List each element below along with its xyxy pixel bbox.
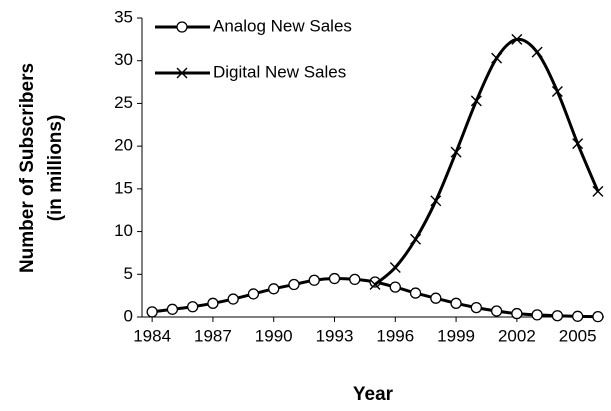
point: [146, 306, 158, 318]
point: [450, 146, 462, 158]
point: [511, 307, 523, 320]
point: [166, 303, 179, 315]
y-tick-label: 15: [114, 178, 133, 197]
x-tick-label: 1984: [133, 326, 171, 345]
point: [430, 195, 442, 207]
y-axis-label: (in millions): [45, 115, 66, 222]
x-tick-label: 1999: [437, 326, 475, 345]
point: [349, 273, 361, 286]
point: [288, 278, 300, 291]
legend-marker: [176, 21, 188, 33]
point: [369, 279, 381, 291]
point: [389, 261, 401, 273]
x-tick-label: 2005: [559, 326, 597, 345]
point: [551, 310, 564, 322]
x-tick-label: 1987: [194, 326, 232, 345]
point: [491, 52, 503, 64]
x-tick-label: 1996: [376, 326, 414, 345]
x-tick-label: 2002: [498, 326, 536, 345]
point: [328, 272, 341, 285]
point: [247, 288, 260, 300]
y-tick-label: 20: [114, 136, 133, 155]
x-tick-label: 1993: [316, 326, 354, 345]
point: [490, 305, 503, 317]
point: [389, 281, 401, 293]
point: [511, 33, 523, 45]
point: [227, 293, 239, 305]
y-tick-label: 35: [114, 7, 133, 26]
point: [470, 95, 482, 107]
x-tick-label: 1990: [255, 326, 293, 345]
point: [531, 309, 543, 321]
point: [551, 85, 563, 97]
point: [572, 310, 584, 322]
y-tick-label: 10: [114, 221, 133, 240]
series-line: [374, 37, 600, 286]
legend-label: Digital New Sales: [213, 62, 346, 81]
point: [572, 138, 584, 150]
y-tick-label: 5: [124, 264, 133, 283]
point: [268, 283, 280, 295]
y-tick-label: 0: [124, 306, 133, 325]
point: [187, 301, 199, 313]
point: [308, 274, 320, 286]
point: [450, 297, 462, 309]
legend-label: Analog New Sales: [213, 16, 352, 35]
point: [592, 185, 604, 197]
x-axis-label: Year: [353, 384, 394, 405]
y-tick-label: 30: [114, 50, 133, 69]
point: [470, 301, 482, 314]
y-axis-label: Number of Subscribers: [17, 63, 38, 273]
point: [531, 46, 543, 58]
y-tick-label: 25: [114, 93, 133, 112]
point: [409, 287, 422, 299]
point: [592, 311, 604, 323]
point: [207, 297, 219, 309]
point: [430, 292, 442, 304]
legend-marker: [176, 67, 188, 79]
point: [410, 233, 422, 245]
